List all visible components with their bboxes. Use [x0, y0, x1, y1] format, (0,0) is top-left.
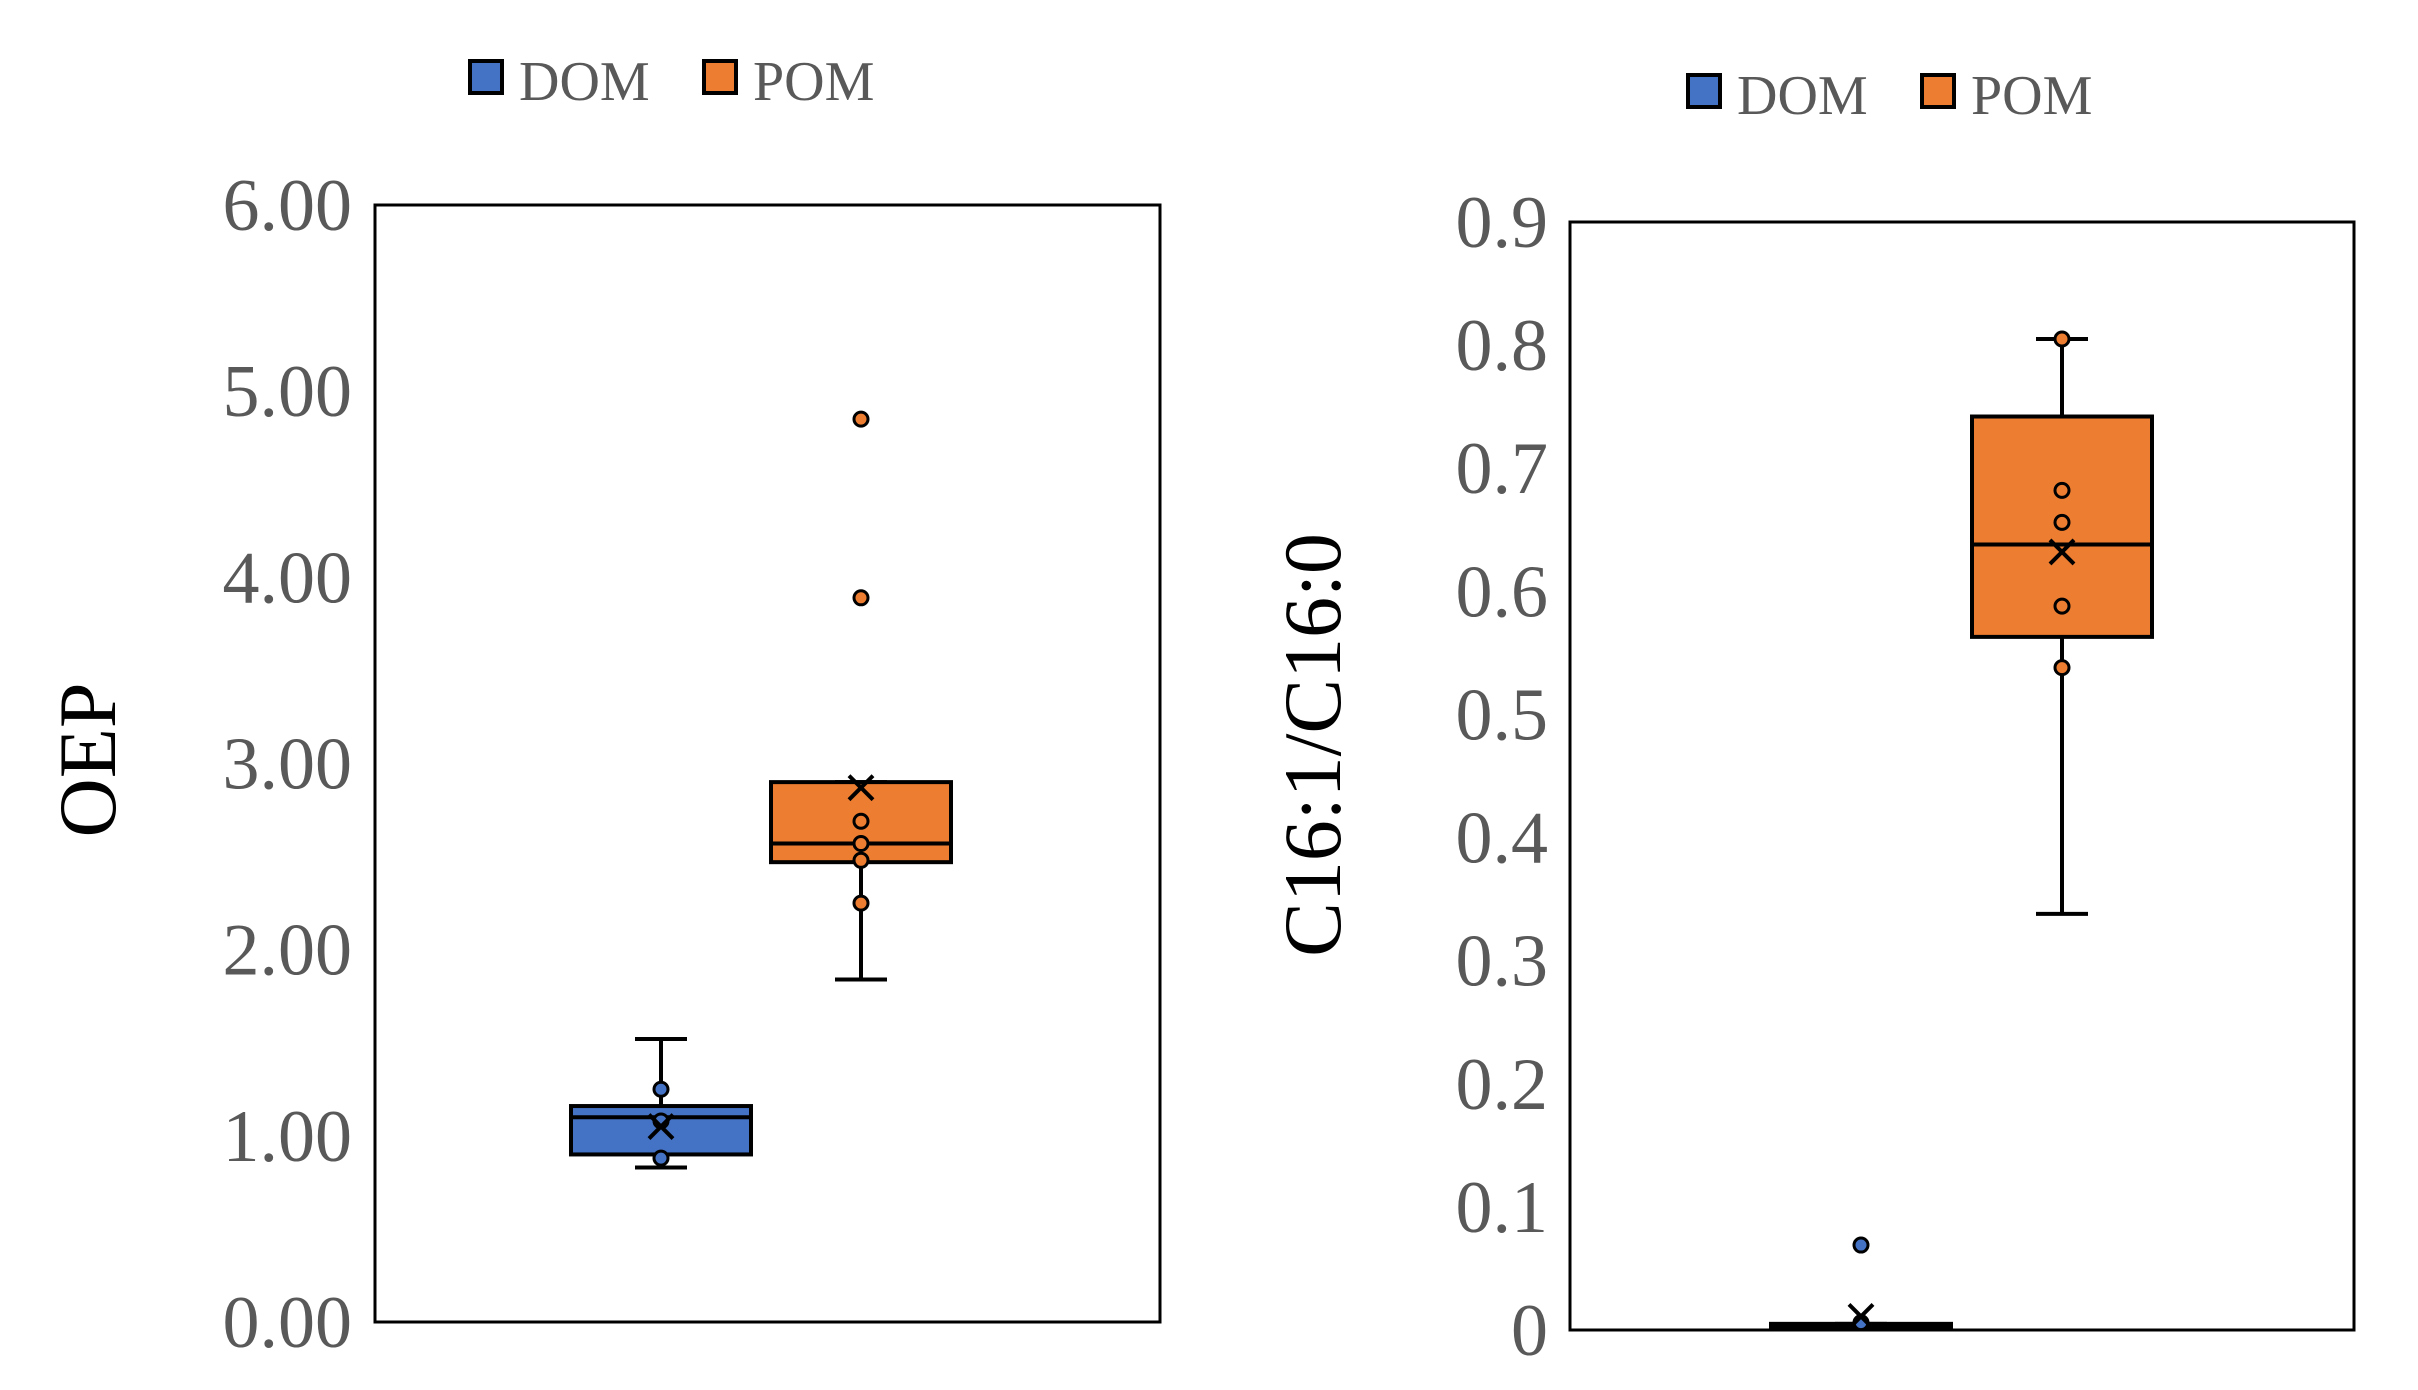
oep-dom-mean-stroke	[647, 1113, 675, 1140]
oep-dom-mean-marker	[647, 1113, 675, 1140]
c16-pom-data-point	[2053, 330, 2071, 348]
c16-dom-box	[1769, 1236, 1953, 1332]
oep-y-tick-label: 5.00	[223, 351, 353, 433]
oep-dom-data-point	[652, 1149, 670, 1167]
legend-label-dom: DOM	[519, 51, 650, 113]
c16-y-tick-labels: 0 0.1 0.2 0.3 0.4 0.5 0.6 0.7 0.8 0.9	[1456, 182, 1549, 1372]
c16-boxes	[1769, 330, 2154, 1332]
c16-y-tick-label: 0.8	[1456, 305, 1549, 387]
oep-pom-data-point	[852, 851, 870, 869]
oep-pom-data-point	[852, 894, 870, 912]
c16-pom-box	[1970, 330, 2154, 916]
legend-swatch-dom	[1686, 73, 1722, 109]
c16-y-axis-title: C16:1/C16:0	[1267, 533, 1358, 957]
oep-pom-mean-stroke	[847, 774, 875, 802]
oep-y-tick-label: 3.00	[223, 724, 353, 806]
c16-pom-data-point	[2053, 481, 2071, 499]
oep-y-axis-title: OEP	[42, 683, 133, 838]
oep-pom-data-point	[852, 835, 870, 853]
legend-swatch-pom	[702, 59, 738, 95]
oep-legend: DOM POM	[468, 51, 874, 113]
oep-y-tick-label: 6.00	[223, 165, 353, 247]
oep-y-tick-label: 4.00	[223, 537, 353, 619]
c16-pom-data-point	[2053, 659, 2071, 677]
c16-y-tick-label: 0.1	[1456, 1167, 1549, 1249]
oep-pom-data-point	[852, 589, 870, 607]
c16-pom-mean-marker	[2048, 538, 2076, 566]
oep-y-tick-labels: 0.00 1.00 2.00 3.00 4.00 5.00 6.00	[223, 165, 353, 1364]
oep-pom-box	[769, 410, 953, 982]
c16-y-tick-label: 0.6	[1456, 551, 1549, 633]
oep-y-tick-label: 0.00	[223, 1282, 353, 1364]
legend-label-pom: POM	[1971, 65, 2092, 127]
c16-legend: DOM POM	[1686, 65, 2092, 127]
c16-pom-mean-stroke	[2048, 538, 2076, 566]
c16-y-tick-label: 0.9	[1456, 182, 1549, 264]
c16-y-tick-label: 0.2	[1456, 1044, 1549, 1126]
c16-chart: DOM POM 0 0.1 0.2 0.3 0.4 0.5 0.6 0.7 0.8 0.9 C16…	[1267, 65, 2356, 1372]
c16-y-tick-label: 0.7	[1456, 428, 1549, 510]
oep-y-tick-label: 1.00	[223, 1096, 353, 1178]
c16-y-tick-label: 0.5	[1456, 674, 1549, 756]
legend-label-dom: DOM	[1737, 65, 1868, 127]
c16-dom-mean-stroke	[1847, 1303, 1875, 1330]
c16-y-tick-label: 0	[1511, 1290, 1548, 1372]
legend-label-pom: POM	[753, 51, 874, 113]
oep-dom-box	[569, 1037, 753, 1170]
oep-pom-data-point	[852, 812, 870, 830]
oep-y-tick-label: 2.00	[223, 910, 353, 992]
oep-dom-data-point	[652, 1080, 670, 1098]
c16-dom-data-point	[1852, 1236, 1870, 1254]
c16-plot-area	[1568, 220, 2356, 1332]
legend-swatch-pom	[1920, 73, 1956, 109]
legend-swatch-dom	[468, 59, 504, 95]
c16-pom-data-point	[2053, 597, 2071, 615]
oep-pom-mean-marker	[847, 774, 875, 802]
oep-pom-data-point	[852, 410, 870, 428]
oep-plot-area	[373, 203, 1162, 1324]
c16-pom-data-point	[2053, 513, 2071, 531]
c16-y-tick-label: 0.4	[1456, 798, 1549, 880]
c16-dom-mean-marker	[1847, 1303, 1875, 1330]
oep-boxes	[569, 410, 953, 1170]
oep-chart: DOM POM 0.00 1.00 2.00 3.00 4.00 5.00 6.00 OEP	[42, 51, 1162, 1364]
c16-y-tick-label: 0.3	[1456, 921, 1549, 1003]
